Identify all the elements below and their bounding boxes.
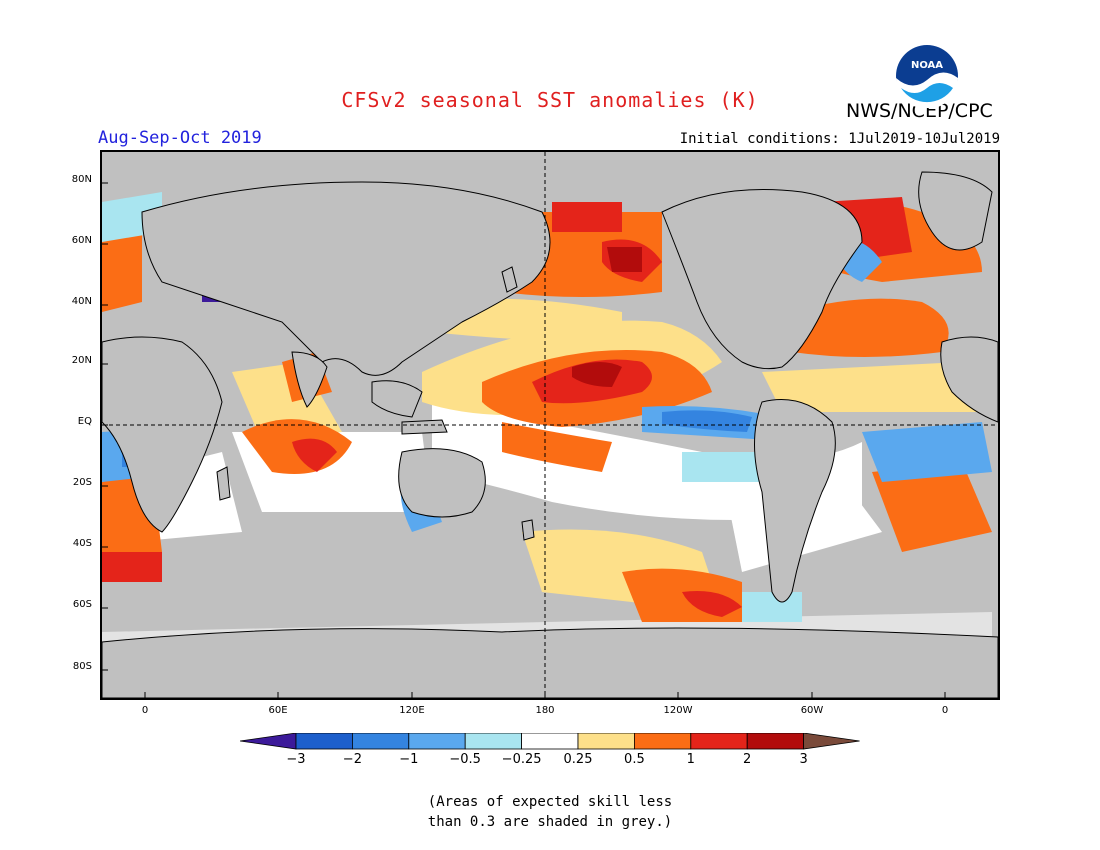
colorbar-label: −1 xyxy=(399,752,419,767)
colorbar-segment xyxy=(295,732,353,750)
colorbar-label: −0.5 xyxy=(449,752,481,767)
lat-label: 20N xyxy=(71,355,92,366)
lat-label: 60N xyxy=(71,235,92,246)
colorbar-segment xyxy=(464,732,522,750)
colorbar-segment xyxy=(352,732,410,750)
colorbar-label: −0.25 xyxy=(501,752,542,767)
colorbar-label: −3 xyxy=(286,752,306,767)
lat-label: EQ xyxy=(77,416,92,427)
forecast-period: Aug-Sep-Oct 2019 xyxy=(98,128,262,148)
colorbar-segment xyxy=(577,732,635,750)
colorbar-label: 2 xyxy=(743,752,752,767)
lon-label: 0 xyxy=(941,705,949,716)
colorbar-segment xyxy=(239,732,297,750)
lat-label: 80S xyxy=(72,661,92,672)
lat-label: 80N xyxy=(71,174,92,185)
lat-label: 20S xyxy=(72,477,92,488)
colorbar-segment xyxy=(803,732,860,750)
colorbar-segment xyxy=(633,732,692,750)
agency-label: NWS/NCEP/CPC xyxy=(846,100,993,122)
land-masses xyxy=(102,171,998,698)
lon-label: 0 xyxy=(141,705,149,716)
colorbar-segment xyxy=(408,732,466,750)
lon-label: 180 xyxy=(535,705,555,716)
colorbar xyxy=(239,732,860,755)
lon-label: 120W xyxy=(663,705,693,716)
colorbar-segment xyxy=(690,732,748,750)
map-title: CFSv2 seasonal SST anomalies (K) xyxy=(341,88,759,112)
colorbar-label: 1 xyxy=(686,752,695,767)
colorbar-label: −2 xyxy=(342,752,362,767)
initial-conditions: Initial conditions: 1Jul2019-10Jul2019 xyxy=(679,131,1000,147)
colorbar-label: 0.5 xyxy=(624,752,645,767)
skill-note-line1: (Areas of expected skill less xyxy=(427,794,673,810)
colorbar-segment xyxy=(746,732,805,750)
lat-label: 40N xyxy=(71,296,92,307)
svg-text:NOAA: NOAA xyxy=(911,60,943,71)
colorbar-segment xyxy=(521,732,579,750)
skill-note: (Areas of expected skill less than 0.3 a… xyxy=(0,792,1100,832)
skill-note-line2: than 0.3 are shaded in grey.) xyxy=(427,814,673,830)
lon-label: 60W xyxy=(800,705,824,716)
lat-label: 40S xyxy=(72,538,92,549)
colorbar-label: 3 xyxy=(799,752,808,767)
sst-anomaly-map xyxy=(100,150,1000,700)
lon-label: 120E xyxy=(399,705,425,716)
colorbar-label: 0.25 xyxy=(563,752,593,767)
lon-label: 60E xyxy=(268,705,288,716)
noaa-logo: NOAA xyxy=(895,44,959,109)
lat-label: 60S xyxy=(72,599,92,610)
